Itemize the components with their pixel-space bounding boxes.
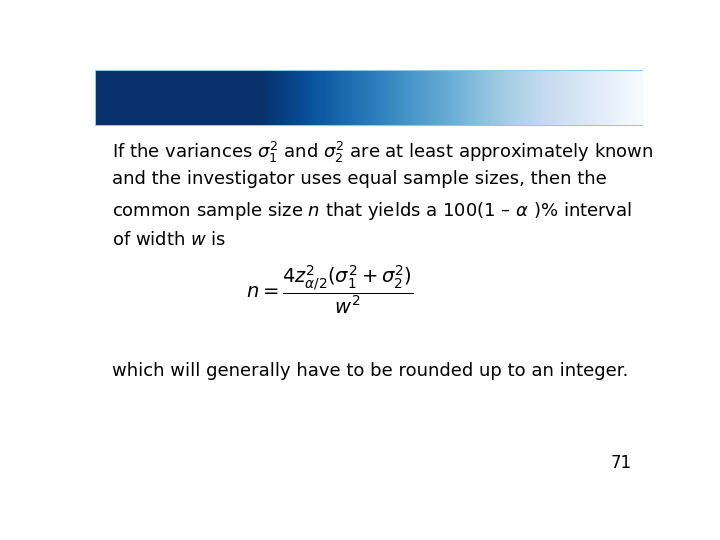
- Text: 71: 71: [610, 454, 631, 472]
- Text: Confidence Intervals for  $\mu_1 - \mu_2$: Confidence Intervals for $\mu_1 - \mu_2$: [104, 81, 644, 115]
- Text: $n = \dfrac{4z_{\alpha/2}^2(\sigma_1^2 + \sigma_2^2)}{w^2}$: $n = \dfrac{4z_{\alpha/2}^2(\sigma_1^2 +…: [246, 263, 413, 315]
- Text: of width $w$ is: of width $w$ is: [112, 231, 227, 249]
- Text: common sample size $n$ that yields a 100(1 – $\alpha$ )% interval: common sample size $n$ that yields a 100…: [112, 200, 632, 222]
- Text: and the investigator uses equal sample sizes, then the: and the investigator uses equal sample s…: [112, 170, 607, 188]
- Text: If the variances $\sigma_1^2$ and $\sigma_2^2$ are at least approximately known: If the variances $\sigma_1^2$ and $\sigm…: [112, 140, 654, 165]
- Text: which will generally have to be rounded up to an integer.: which will generally have to be rounded …: [112, 362, 629, 380]
